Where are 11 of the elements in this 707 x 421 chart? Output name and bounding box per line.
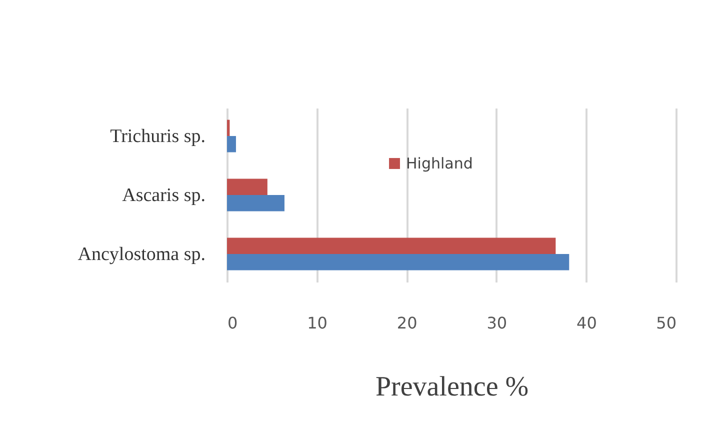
y-tick-label: Trichuris sp. (110, 126, 206, 148)
x-tick-label: 0 (228, 314, 238, 332)
legend-label: Highland (406, 154, 473, 172)
y-tick-label: Ascaris sp. (122, 185, 206, 206)
x-tick-label: 10 (307, 314, 328, 332)
x-tick-label: 50 (656, 314, 676, 332)
y-tick-label: Ancylostoma sp. (78, 244, 206, 265)
x-tick-label: 20 (396, 314, 418, 332)
x-axis-title: Prevalence % (375, 372, 529, 402)
x-tick-label: 30 (486, 314, 508, 332)
x-tick-label: 40 (576, 314, 597, 332)
